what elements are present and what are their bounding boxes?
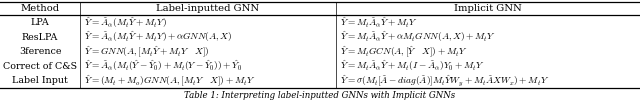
Text: Table 1: Interpreting label-inputted GNNs with Implicit GNNs: Table 1: Interpreting label-inputted GNN… [184, 91, 456, 100]
Text: $\hat{Y} = M_t\tilde{A}_\alpha\hat{Y} + M_t(I - \tilde{A}_\alpha)Y_0 + M_tY$: $\hat{Y} = M_t\tilde{A}_\alpha\hat{Y} + … [340, 59, 485, 73]
Text: $\hat{Y} = GNN(A, [M_t\hat{Y} + M_tY \quad X])$: $\hat{Y} = GNN(A, [M_t\hat{Y} + M_tY \qu… [84, 44, 210, 59]
Text: Method: Method [20, 4, 60, 13]
Text: Label Input: Label Input [12, 76, 68, 85]
Text: 3ference: 3ference [19, 47, 61, 56]
Text: $\hat{Y} = \tilde{A}_\alpha(M_t\hat{Y} + M_tY) + \alpha GNN(A, X)$: $\hat{Y} = \tilde{A}_\alpha(M_t\hat{Y} +… [84, 30, 233, 44]
Text: Correct of C&S: Correct of C&S [3, 62, 77, 70]
Text: $\hat{Y} = (M_t + M_o)GNN(A, [M_tY \quad X]) + M_tY$: $\hat{Y} = (M_t + M_o)GNN(A, [M_tY \quad… [84, 73, 256, 88]
Text: $\hat{Y} = M_t\tilde{A}_\alpha\hat{Y} + \alpha M_tGNN(A, X) + M_tY$: $\hat{Y} = M_t\tilde{A}_\alpha\hat{Y} + … [340, 30, 497, 44]
Text: ResLPA: ResLPA [22, 33, 58, 42]
Text: $\hat{Y} = \tilde{A}_\alpha(M_t\hat{Y} + M_tY)$: $\hat{Y} = \tilde{A}_\alpha(M_t\hat{Y} +… [84, 15, 167, 30]
Text: $\hat{Y} = M_t\tilde{A}_\alpha\hat{Y} + M_tY$: $\hat{Y} = M_t\tilde{A}_\alpha\hat{Y} + … [340, 16, 419, 30]
Text: $\hat{Y} = \tilde{A}_\alpha(M_t(\hat{Y}-\hat{Y}_0) + M_t(Y-\hat{Y}_0)) + \hat{Y}: $\hat{Y} = \tilde{A}_\alpha(M_t(\hat{Y}-… [84, 59, 243, 73]
Text: Label-inputted GNN: Label-inputted GNN [156, 4, 260, 13]
Text: Implicit GNN: Implicit GNN [454, 4, 522, 13]
Text: $\hat{Y} = \sigma(M_t[\tilde{A} - diag(\tilde{A})]M_t\hat{Y}W_y + M_t\tilde{A}XW: $\hat{Y} = \sigma(M_t[\tilde{A} - diag(\… [340, 73, 550, 88]
Text: LPA: LPA [31, 18, 49, 27]
Text: $\hat{Y} = M_tGCN(A, [\hat{Y} \quad X]) + M_tY$: $\hat{Y} = M_tGCN(A, [\hat{Y} \quad X]) … [340, 44, 468, 59]
